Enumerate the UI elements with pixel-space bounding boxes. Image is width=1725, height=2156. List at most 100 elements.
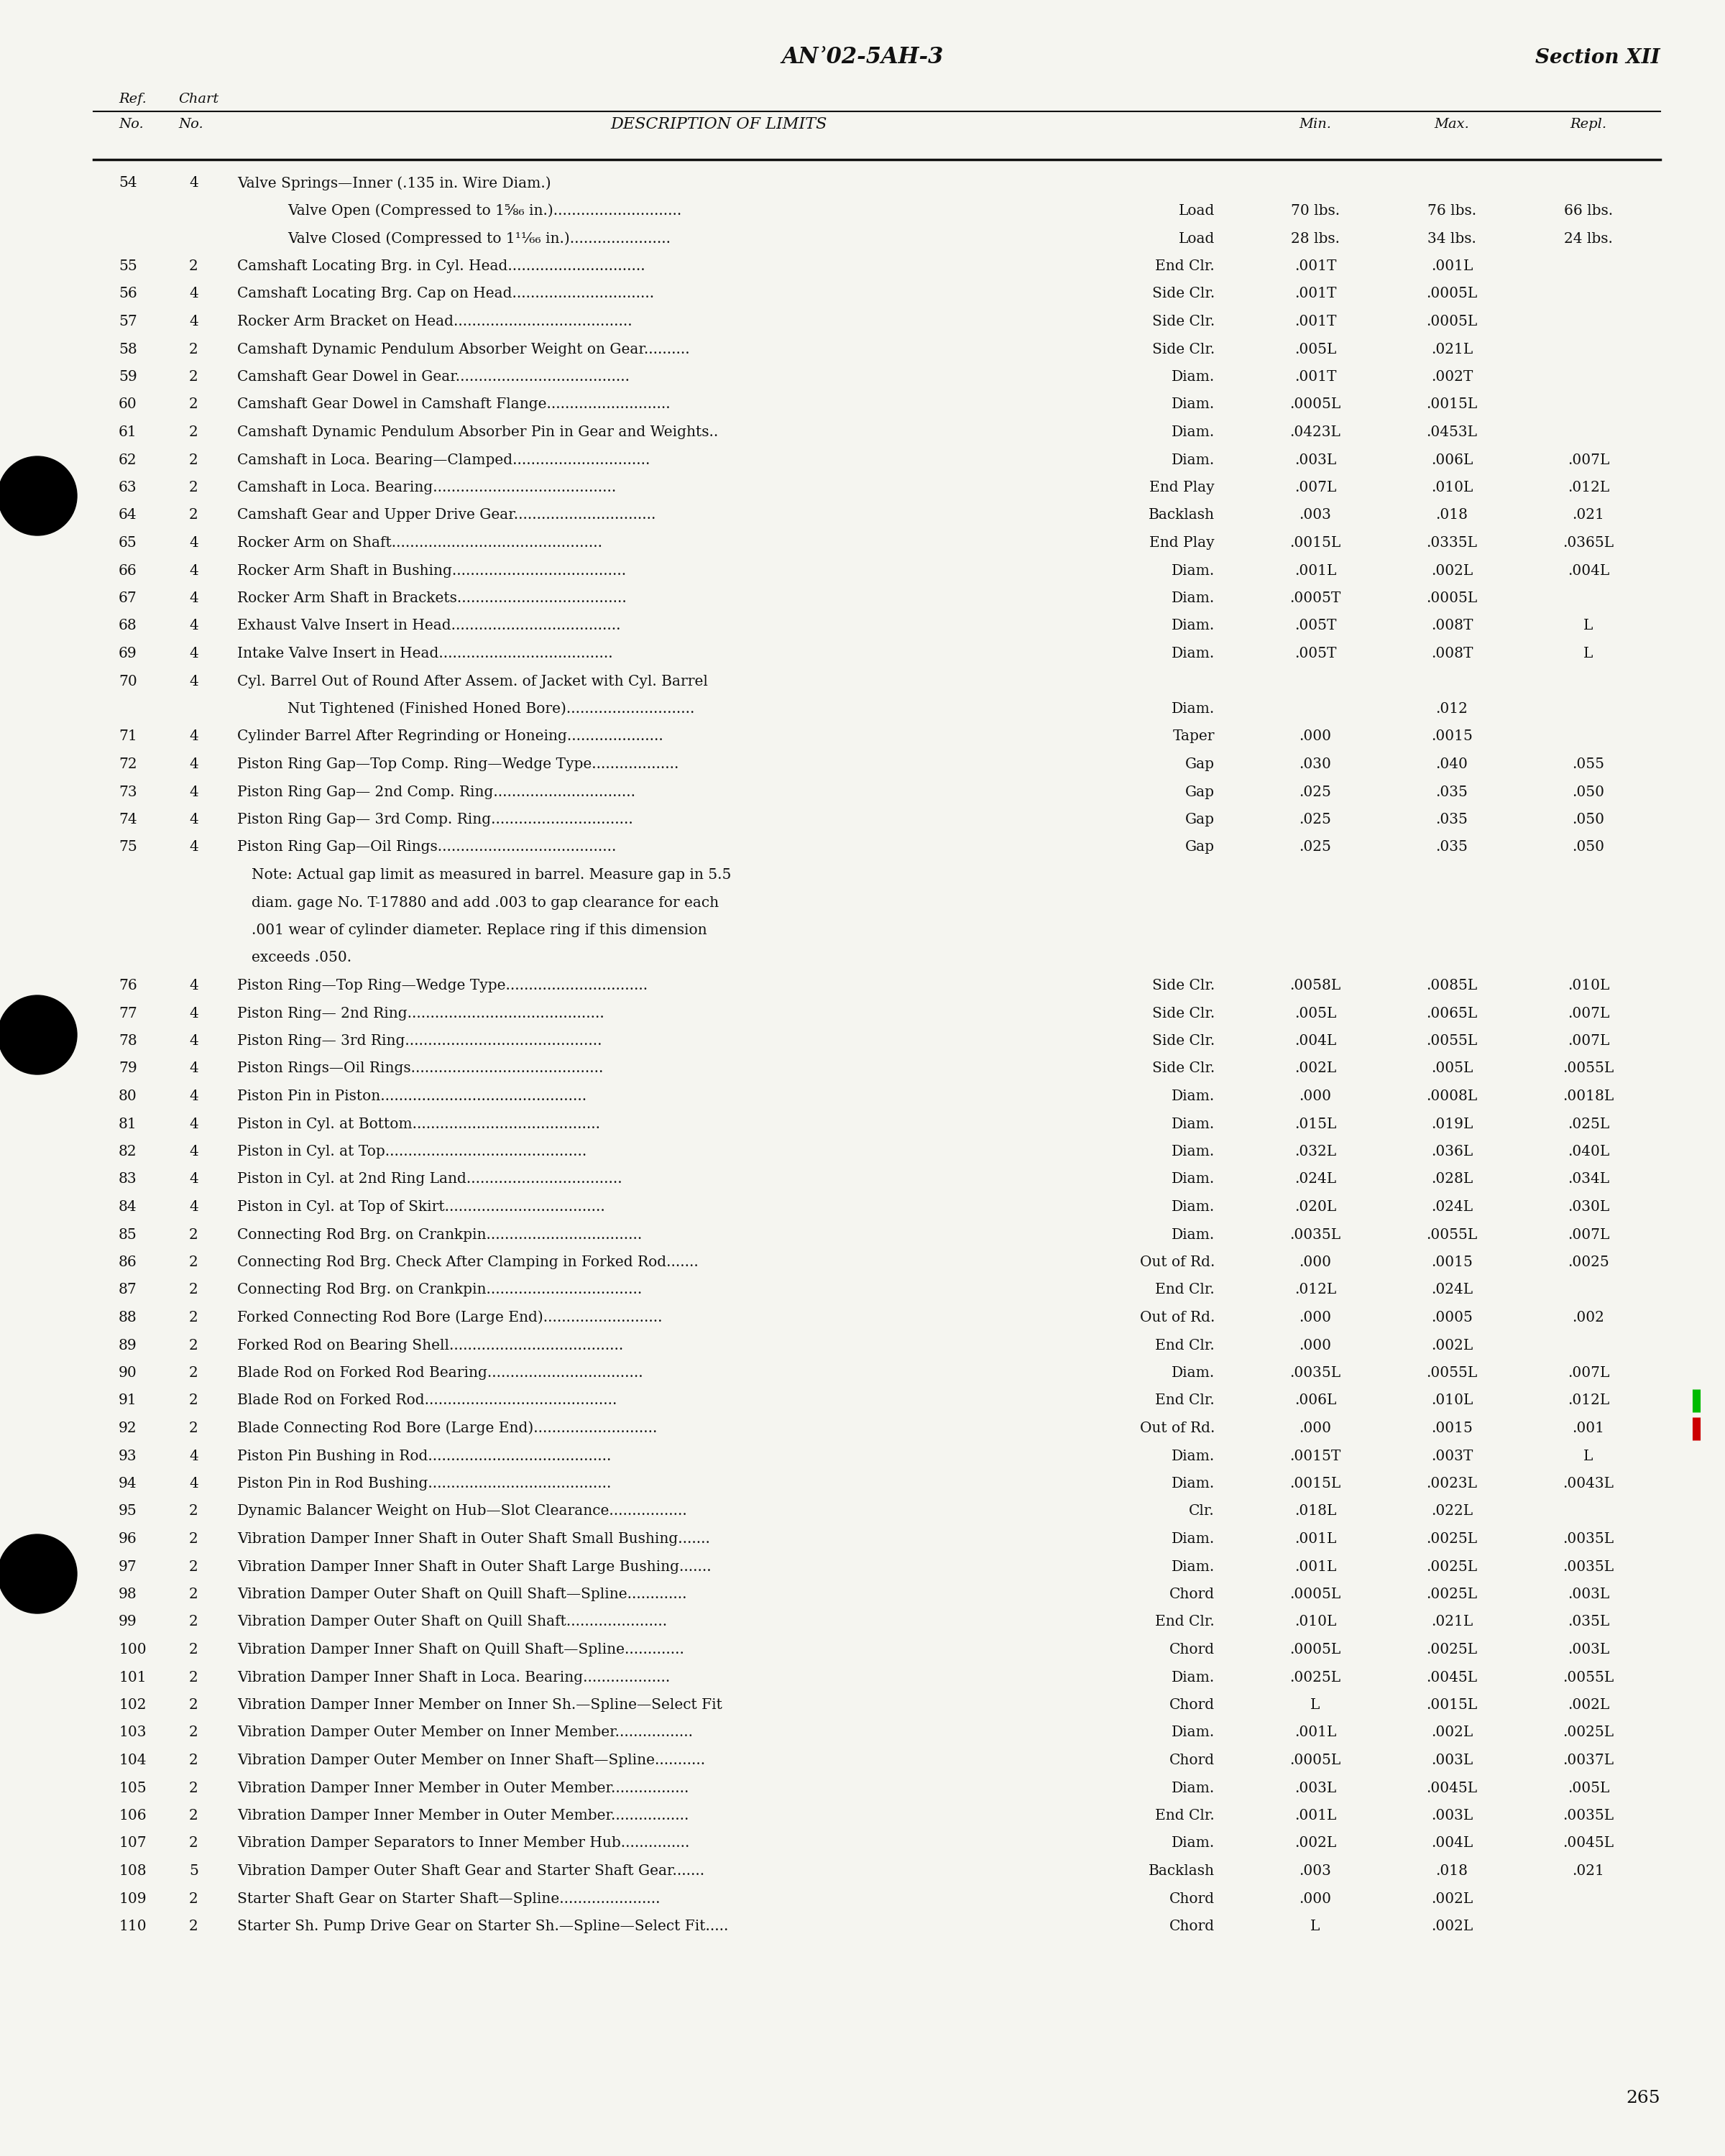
Text: .0055L: .0055L (1563, 1063, 1615, 1076)
Text: Camshaft Gear Dowel in Gear......................................: Camshaft Gear Dowel in Gear.............… (238, 371, 630, 384)
Text: 80: 80 (119, 1089, 136, 1104)
Text: Section XII: Section XII (1535, 47, 1659, 67)
Text: 4: 4 (190, 757, 198, 772)
Text: .001L: .001L (1294, 1725, 1337, 1740)
Text: Ref.: Ref. (119, 93, 147, 106)
Text: 2: 2 (190, 371, 198, 384)
Text: .003: .003 (1299, 1865, 1332, 1878)
Text: Vibration Damper Inner Shaft in Loca. Bearing...................: Vibration Damper Inner Shaft in Loca. Be… (238, 1671, 669, 1684)
Text: .000: .000 (1299, 1339, 1332, 1352)
Text: .021: .021 (1571, 1865, 1604, 1878)
Text: .028L: .028L (1432, 1173, 1473, 1186)
Text: .007L: .007L (1568, 1229, 1609, 1242)
Text: .008T: .008T (1430, 619, 1473, 634)
Text: .040: .040 (1435, 757, 1468, 772)
Text: 88: 88 (119, 1311, 136, 1324)
Text: 57: 57 (119, 315, 136, 328)
Text: End Play: End Play (1149, 537, 1214, 550)
Text: .0015: .0015 (1432, 1255, 1473, 1270)
Text: 2: 2 (190, 453, 198, 468)
Text: 4: 4 (190, 1201, 198, 1214)
Text: 107: 107 (119, 1837, 147, 1850)
Text: .0015L: .0015L (1290, 1477, 1340, 1490)
Text: 79: 79 (119, 1063, 136, 1076)
Text: Out of Rd.: Out of Rd. (1140, 1311, 1214, 1324)
Text: Vibration Damper Outer Shaft Gear and Starter Shaft Gear.......: Vibration Damper Outer Shaft Gear and St… (238, 1865, 704, 1878)
Text: 54: 54 (119, 177, 136, 190)
Text: Cyl. Barrel Out of Round After Assem. of Jacket with Cyl. Barrel: Cyl. Barrel Out of Round After Assem. of… (238, 675, 707, 688)
Text: .007L: .007L (1568, 1367, 1609, 1380)
Text: 86: 86 (119, 1255, 136, 1270)
Text: .0025L: .0025L (1427, 1533, 1477, 1546)
Text: 93: 93 (119, 1449, 136, 1462)
Text: .003L: .003L (1568, 1643, 1609, 1656)
Text: .001T: .001T (1294, 371, 1337, 384)
Text: 68: 68 (119, 619, 136, 634)
Text: 4: 4 (190, 1035, 198, 1048)
Text: 4: 4 (190, 1449, 198, 1462)
Text: 85: 85 (119, 1229, 136, 1242)
Text: Side Clr.: Side Clr. (1152, 315, 1214, 328)
Text: 2: 2 (190, 1671, 198, 1684)
Text: .010L: .010L (1568, 979, 1609, 992)
Text: .000: .000 (1299, 1311, 1332, 1324)
Text: L: L (1584, 619, 1594, 634)
Text: Taper: Taper (1173, 729, 1214, 744)
Text: .002: .002 (1571, 1311, 1604, 1324)
Text: .0035L: .0035L (1290, 1229, 1340, 1242)
Text: Rocker Arm Bracket on Head.......................................: Rocker Arm Bracket on Head..............… (238, 315, 633, 328)
Text: End Play: End Play (1149, 481, 1214, 494)
Text: 28 lbs.: 28 lbs. (1290, 233, 1340, 246)
Text: .006L: .006L (1432, 453, 1473, 468)
Text: 4: 4 (190, 785, 198, 800)
Text: .018: .018 (1435, 1865, 1468, 1878)
Text: End Clr.: End Clr. (1156, 1339, 1214, 1352)
Text: .002L: .002L (1432, 1919, 1473, 1934)
Text: 2: 2 (190, 481, 198, 494)
Text: 102: 102 (119, 1699, 147, 1712)
Text: .0045L: .0045L (1427, 1781, 1477, 1794)
Text: 2: 2 (190, 1561, 198, 1574)
Text: .019L: .019L (1432, 1117, 1473, 1130)
Text: .010L: .010L (1432, 1395, 1473, 1408)
Text: 2: 2 (190, 1781, 198, 1794)
Text: .012L: .012L (1568, 1395, 1609, 1408)
Text: Diam.: Diam. (1171, 1781, 1214, 1794)
Text: .040L: .040L (1568, 1145, 1609, 1158)
Text: .022L: .022L (1432, 1505, 1473, 1518)
Text: Min.: Min. (1299, 119, 1332, 132)
Text: Vibration Damper Outer Shaft on Quill Shaft—Spline.............: Vibration Damper Outer Shaft on Quill Sh… (238, 1587, 687, 1602)
Text: Camshaft in Loca. Bearing—Clamped..............................: Camshaft in Loca. Bearing—Clamped.......… (238, 453, 650, 468)
Text: Rocker Arm Shaft in Bushing......................................: Rocker Arm Shaft in Bushing.............… (238, 565, 626, 578)
Text: Diam.: Diam. (1171, 1173, 1214, 1186)
Text: 4: 4 (190, 979, 198, 992)
Text: .002L: .002L (1432, 1725, 1473, 1740)
Text: .001T: .001T (1294, 315, 1337, 328)
Text: 75: 75 (119, 841, 136, 854)
Text: Side Clr.: Side Clr. (1152, 343, 1214, 356)
Text: 4: 4 (190, 1007, 198, 1020)
Text: 2: 2 (190, 1533, 198, 1546)
Text: 4: 4 (190, 729, 198, 744)
Text: 2: 2 (190, 1505, 198, 1518)
Circle shape (0, 457, 78, 535)
Text: Connecting Rod Brg. Check After Clamping in Forked Rod.......: Connecting Rod Brg. Check After Clamping… (238, 1255, 699, 1270)
Text: .001T: .001T (1294, 259, 1337, 274)
Text: diam. gage No. T-17880 and add .003 to gap clearance for each: diam. gage No. T-17880 and add .003 to g… (252, 897, 719, 910)
Text: 100: 100 (119, 1643, 147, 1656)
Text: Forked Rod on Bearing Shell......................................: Forked Rod on Bearing Shell.............… (238, 1339, 623, 1352)
Text: 109: 109 (119, 1893, 147, 1906)
Text: Diam.: Diam. (1171, 1367, 1214, 1380)
Text: .012L: .012L (1568, 481, 1609, 494)
Text: 84: 84 (119, 1201, 136, 1214)
Text: Piston Ring—Top Ring—Wedge Type...............................: Piston Ring—Top Ring—Wedge Type.........… (238, 979, 647, 992)
Text: .021L: .021L (1432, 1615, 1473, 1630)
Text: .005L: .005L (1294, 1007, 1337, 1020)
Text: .025: .025 (1299, 841, 1332, 854)
Text: ANʾ02-5AH-3: ANʾ02-5AH-3 (781, 47, 944, 69)
Text: 82: 82 (119, 1145, 136, 1158)
Text: .0025L: .0025L (1427, 1643, 1477, 1656)
Text: Diam.: Diam. (1171, 1145, 1214, 1158)
Text: 4: 4 (190, 287, 198, 302)
Text: .0423L: .0423L (1290, 425, 1340, 440)
